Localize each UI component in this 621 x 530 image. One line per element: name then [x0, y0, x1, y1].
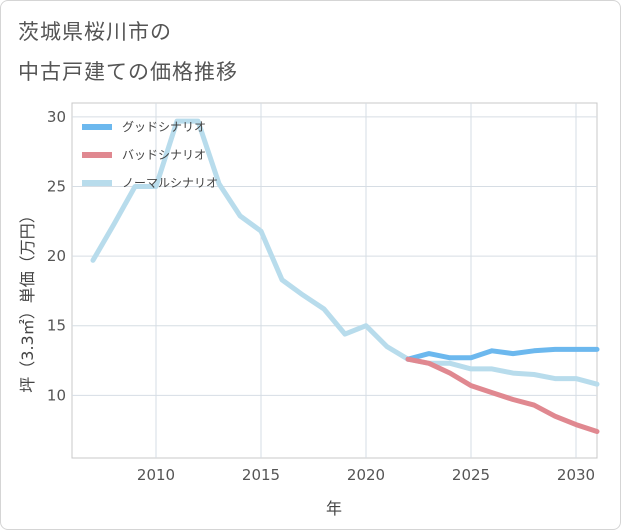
series-line-2 [90, 118, 600, 387]
chart-title-line-1: 茨城県桜川市の [18, 20, 172, 44]
x-tick-label: 2025 [452, 466, 490, 484]
y-tick-label: 30 [47, 108, 66, 126]
legend-label: バッドシナリオ [122, 148, 206, 162]
x-tick-label: 2020 [347, 466, 385, 484]
x-tick-label: 2015 [242, 466, 280, 484]
series-line-1 [405, 356, 600, 434]
y-tick-label: 10 [47, 386, 66, 404]
x-axis-label: 年 [326, 499, 342, 518]
chart-title-line-2: 中古戸建ての価格推移 [18, 60, 238, 84]
grid-lines [72, 103, 597, 458]
y-tick-label: 15 [47, 317, 66, 335]
legend-label: ノーマルシナリオ [122, 176, 218, 190]
series-line-0 [405, 346, 600, 362]
y-axis-label: 坪（3.3㎡）単価（万円） [18, 207, 37, 392]
series-lines [90, 118, 600, 434]
y-tick-label: 20 [47, 247, 66, 265]
y-tick-label: 25 [47, 178, 66, 196]
x-tick-label: 2030 [557, 466, 595, 484]
x-tick-label: 2010 [137, 466, 175, 484]
legend-label: グッドシナリオ [122, 120, 206, 134]
